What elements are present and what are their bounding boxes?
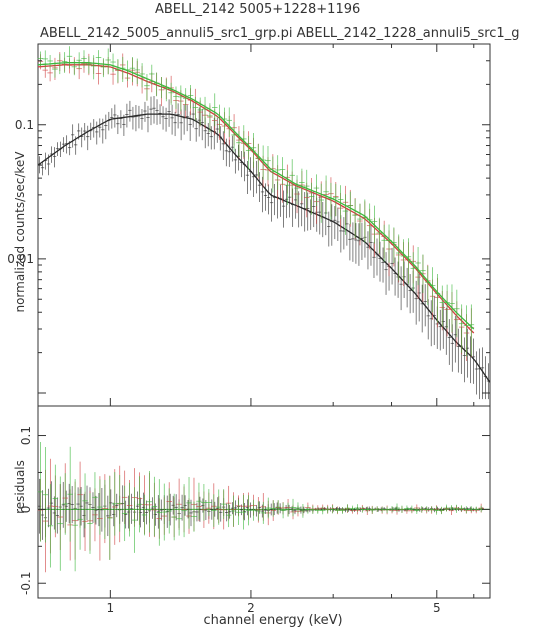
x-axis-label: channel energy (keV) <box>203 613 343 628</box>
series-1-model-line <box>37 64 475 334</box>
chart-title: ABELL_2142 5005+1228+1196 <box>155 2 361 17</box>
series-2-points <box>37 46 475 357</box>
series-0-points <box>37 96 491 400</box>
series-0-model-line <box>37 113 491 383</box>
x-tick-label: 1 <box>107 601 115 615</box>
series-2-model-line <box>37 62 475 330</box>
x-tick-label: 2 <box>247 601 255 615</box>
spectrum-panel: 0.01 0.1 <box>7 43 491 407</box>
x-ticks: 1 2 5 <box>107 44 475 615</box>
y-ticks-top: 0.01 0.1 <box>7 43 490 394</box>
residual-panel: 1 2 5 -0.1 0 0.1 <box>19 44 491 615</box>
y-tick-label: 0.1 <box>19 426 33 445</box>
chart-subtitle: ABELL_2142_5005_annuli5_src1_grp.pi ABEL… <box>40 26 520 41</box>
y-tick-label: 0.1 <box>15 118 34 132</box>
y-tick-label: -0.1 <box>19 572 33 595</box>
y-tick-label: 0.01 <box>7 252 34 266</box>
series-1-points <box>37 52 475 362</box>
residual-frame <box>37 405 491 599</box>
y-tick-label: 0 <box>19 506 33 514</box>
spectrum-frame <box>37 43 491 407</box>
x-tick-label: 5 <box>433 601 441 615</box>
series-2-residuals <box>37 441 484 572</box>
y-ticks-bottom: -0.1 0 0.1 <box>19 426 490 595</box>
